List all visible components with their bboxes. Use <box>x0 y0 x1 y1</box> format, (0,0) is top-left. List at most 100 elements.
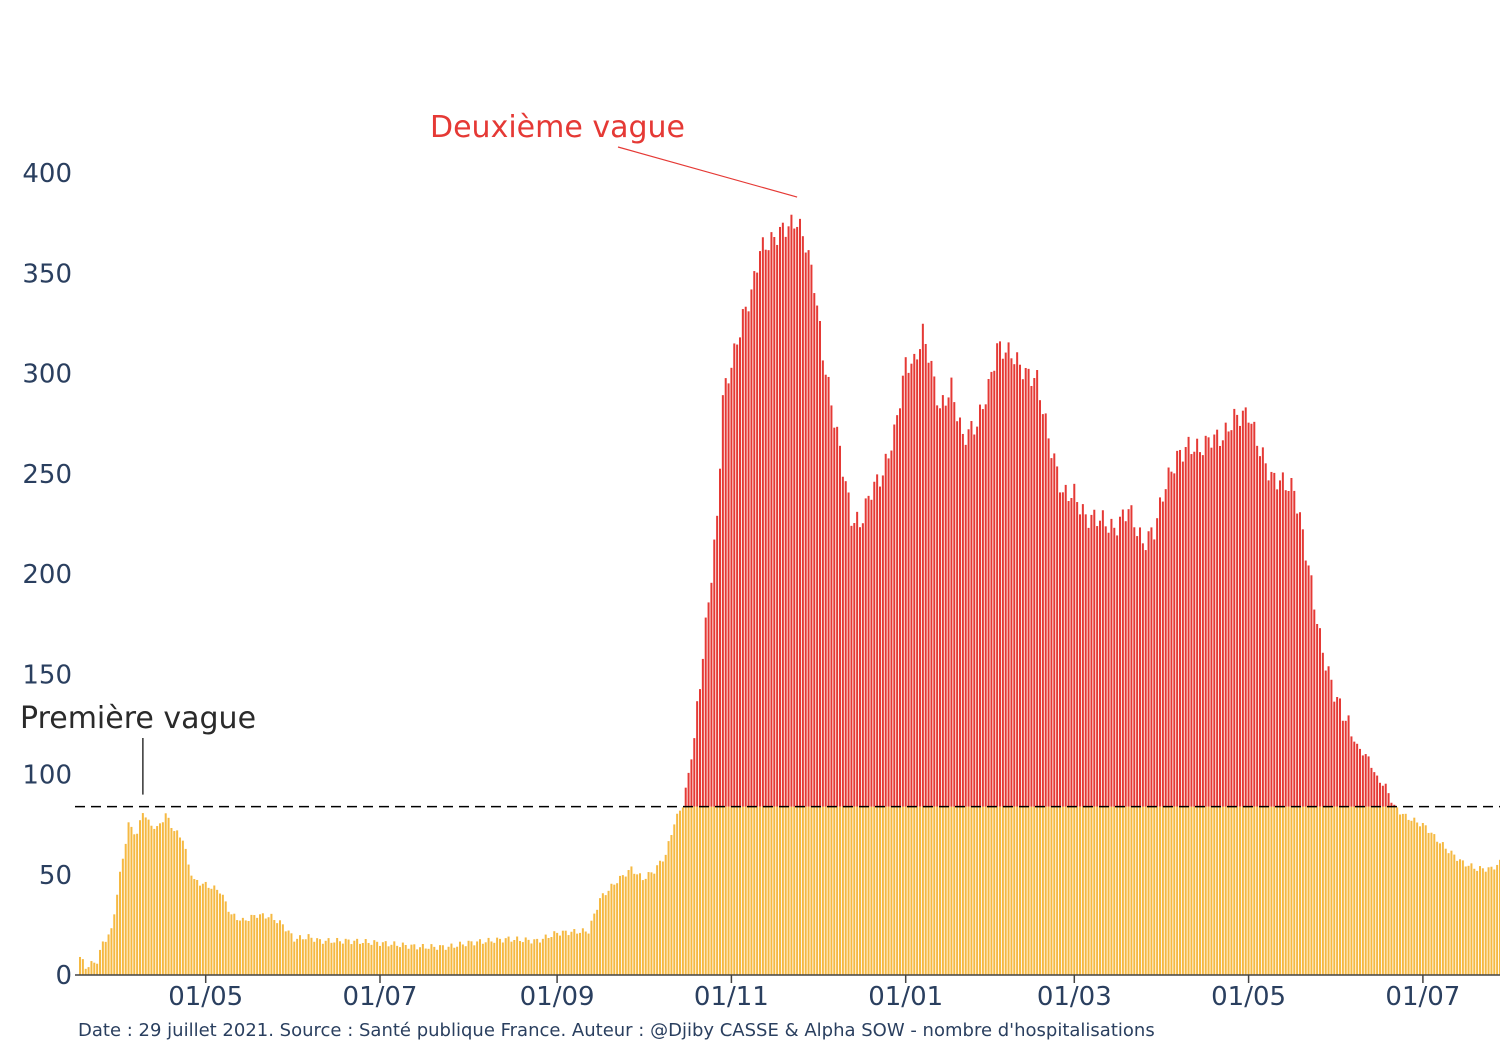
bar-excess <box>1167 467 1170 807</box>
bar-base <box>279 920 281 975</box>
bar-excess <box>796 226 799 807</box>
bar-excess <box>890 450 893 807</box>
bar-excess <box>1010 358 1013 807</box>
bar-base <box>576 933 579 975</box>
bar-base <box>707 806 710 975</box>
bar-excess <box>1356 743 1359 807</box>
y-tick-label: 150 <box>22 660 72 690</box>
bar-base <box>639 873 641 975</box>
bar-base <box>1247 806 1250 975</box>
bar-base <box>1410 820 1413 975</box>
bar-excess <box>1039 400 1041 807</box>
bar-base <box>464 946 467 975</box>
bar-base <box>1041 806 1044 975</box>
bar-base <box>1447 853 1450 975</box>
bar-base <box>256 917 259 975</box>
bar-excess <box>687 772 690 807</box>
bar-base <box>1121 806 1124 975</box>
bar-base <box>241 917 244 975</box>
bar-base <box>1496 864 1499 975</box>
bar-base <box>1450 850 1453 975</box>
bar-excess <box>1150 527 1153 807</box>
bar-base <box>824 806 827 975</box>
bar-excess <box>850 525 853 807</box>
bar-excess <box>696 701 699 807</box>
bar-base <box>461 944 464 975</box>
bar-excess <box>704 617 707 807</box>
bar-excess <box>1321 652 1324 807</box>
bar-base <box>1296 806 1299 975</box>
bar-base <box>1056 806 1059 975</box>
bar-base <box>513 939 516 975</box>
bar-base <box>1433 834 1436 975</box>
bar-base <box>210 888 213 975</box>
bar-excess <box>693 738 696 807</box>
bar-base <box>467 940 470 975</box>
bar-base <box>1213 806 1216 975</box>
bar-excess <box>1144 550 1147 807</box>
bar-base <box>1050 806 1053 975</box>
bar-base <box>247 920 250 975</box>
bar-excess <box>1021 379 1024 807</box>
bar-base <box>1067 806 1070 975</box>
bar-base <box>719 806 721 975</box>
bar-base <box>750 806 753 975</box>
bar-base <box>864 806 867 975</box>
bar-base <box>790 806 793 975</box>
bar-base <box>661 861 664 975</box>
bar-base <box>1364 806 1367 975</box>
bar-excess <box>759 251 761 807</box>
bar-base <box>1047 806 1050 975</box>
bar-base <box>479 939 481 975</box>
bar-excess <box>1293 490 1296 807</box>
bar-base <box>104 941 107 975</box>
bar-excess <box>956 421 959 807</box>
bar-excess <box>1299 512 1301 807</box>
bar-base <box>1201 806 1204 975</box>
bar-base <box>896 806 899 975</box>
bar-excess <box>1096 526 1099 807</box>
second-wave-pointer <box>617 146 798 198</box>
bar-base <box>1270 806 1273 975</box>
bar-excess <box>1207 437 1210 807</box>
bar-base <box>161 822 164 975</box>
bar-base <box>556 932 559 975</box>
bar-base <box>313 941 316 975</box>
bar-base <box>970 806 973 975</box>
bar-base <box>1401 813 1404 975</box>
bar-excess <box>690 759 693 807</box>
bar-base <box>110 928 113 975</box>
bar-base <box>264 918 267 975</box>
bar-excess <box>933 376 936 807</box>
bar-base <box>867 806 870 975</box>
bar-base <box>447 946 450 975</box>
bar-excess <box>1116 535 1119 807</box>
bar-base <box>1367 806 1370 975</box>
bar-excess <box>1307 565 1310 807</box>
bar-base <box>1390 806 1393 975</box>
bar-base <box>344 938 347 975</box>
bar-base <box>179 837 181 975</box>
bar-excess <box>1190 454 1193 807</box>
bar-base <box>427 948 430 975</box>
bar-excess <box>1159 497 1161 807</box>
bar-excess <box>993 370 996 807</box>
bar-base <box>390 944 393 975</box>
bar-base <box>413 944 416 975</box>
bar-base <box>1350 806 1353 975</box>
bar-base <box>201 883 204 975</box>
bar-base <box>536 938 539 975</box>
bar-base <box>1204 806 1207 975</box>
bar-base <box>1253 806 1256 975</box>
bar-excess <box>699 689 701 807</box>
bar-base <box>710 806 713 975</box>
bar-base <box>376 941 379 975</box>
bar-base <box>1024 806 1027 975</box>
bar-base <box>1327 806 1330 975</box>
bar-base <box>1001 806 1004 975</box>
bar-base <box>99 949 101 975</box>
bar-base <box>947 806 950 975</box>
bar-base <box>321 943 324 975</box>
bar-base <box>1356 806 1359 975</box>
bar-excess <box>839 445 841 807</box>
